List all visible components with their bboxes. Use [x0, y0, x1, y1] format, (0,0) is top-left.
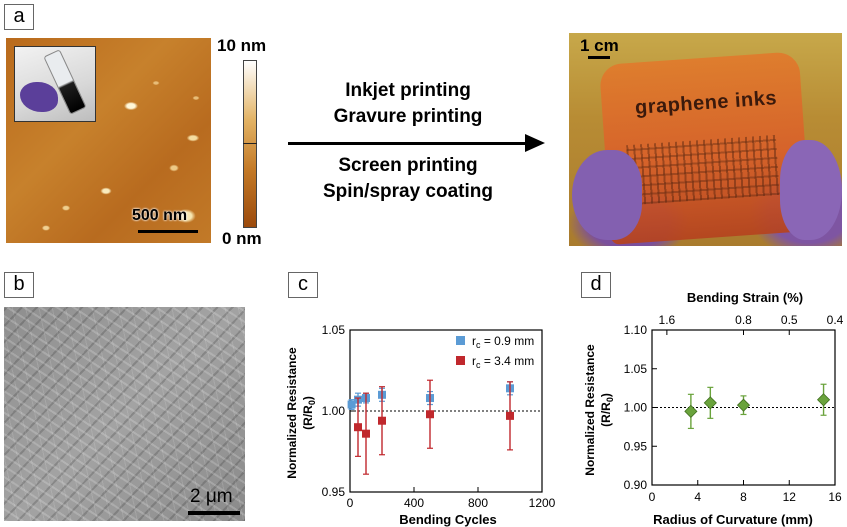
- chart-c-point: [506, 411, 514, 420]
- chart-d-x2tick-label: 0.8: [735, 313, 752, 327]
- chart-c-ylabel-sub: 0: [307, 400, 317, 405]
- chart-c-legend-sub: c: [476, 340, 481, 350]
- chart-c-xtick-label: 400: [404, 496, 424, 510]
- colorbar-bottom-label: 0 nm: [222, 229, 262, 248]
- bending-cycles-chart: Normalized Resistance (R/R0) 0 400 800 1200…: [285, 323, 556, 527]
- chart-d-point: [703, 396, 717, 410]
- chart-c-ylabel-line1: Normalized Resistance: [285, 347, 299, 479]
- process-arrow-line: [288, 142, 528, 145]
- afm-scale-bar: [138, 230, 198, 233]
- chart-c-legend-sub: c: [476, 360, 481, 370]
- method-spin-spray: Spin/spray coating: [323, 181, 493, 202]
- chart-d-ytick-label: 1.05: [624, 362, 648, 376]
- chart-d-xtick-label: 16: [828, 490, 842, 504]
- chart-d-xtick-label: 12: [783, 490, 797, 504]
- chart-d-plot-area: 0 4 8 12 16 1.6 0.8 0.5 0.4 0.90 0.95 1.00 1.05 1.10: [624, 313, 844, 504]
- chart-c-ylabel: Normalized Resistance (R/R0): [285, 347, 317, 479]
- sem-scale-bar: [188, 511, 240, 515]
- height-colorbar: [243, 60, 257, 228]
- chart-d-ylabel-line2: (R/R0): [599, 393, 615, 427]
- chart-d-xtick-label: 0: [649, 490, 656, 504]
- chart-d-ylabel-line1: Normalized Resistance: [583, 344, 597, 476]
- chart-d-ylabel: Normalized Resistance (R/R0): [583, 344, 615, 476]
- chart-c-xtick-label: 800: [468, 496, 488, 510]
- chart-c-ylabel-r: (R/R: [301, 405, 315, 430]
- chart-d-point: [736, 398, 751, 412]
- chart-d-point: [816, 393, 831, 407]
- chart-d-ytick-label: 1.10: [624, 323, 648, 337]
- chart-d-ytick-label: 0.95: [624, 439, 648, 453]
- chart-c-ytick-label: 1.00: [322, 404, 346, 418]
- chart-d-point: [684, 404, 698, 418]
- chart-c-xtick-label: 1200: [529, 496, 556, 510]
- chart-c-legend-r: r: [472, 334, 476, 348]
- colorbar-top-label: 10 nm: [217, 36, 267, 55]
- radius-of-curvature-chart: Bending Strain (%) Normalized Resistance…: [583, 290, 844, 527]
- chart-d-xtick-label: 4: [694, 490, 701, 504]
- method-screen: Screen printing: [338, 155, 478, 176]
- chart-c-legend-rest: = 0.9 mm: [481, 334, 535, 348]
- chart-d-ytick-label: 1.00: [624, 401, 648, 415]
- chart-c-legend-label: rc = 3.4 mm: [472, 354, 534, 370]
- chart-c-ytick-label: 0.95: [322, 485, 346, 499]
- method-inkjet: Inkjet printing: [345, 80, 471, 101]
- chart-d-x2tick-label: 0.4: [827, 313, 844, 327]
- chart-c-legend-r: r: [472, 354, 476, 368]
- chart-c-xlabel: Bending Cycles: [399, 512, 497, 527]
- chart-d-x2tick-label: 0.5: [781, 313, 798, 327]
- chart-c-point: [362, 429, 370, 438]
- printed-circuit-pattern: [626, 134, 780, 206]
- process-arrow-head: [525, 134, 545, 152]
- chart-c-legend-label: rc = 0.9 mm: [472, 334, 534, 350]
- panel-label-b: b: [4, 272, 34, 298]
- chart-d-ytick-label: 0.90: [624, 478, 648, 492]
- colorbar-midline: [243, 143, 257, 144]
- chart-c-legend-rest: = 3.4 mm: [481, 354, 535, 368]
- right-glove-image: [780, 140, 842, 240]
- chart-c-ylabel-line2: (R/R0): [301, 396, 317, 430]
- chart-d-ylabel-r: (R/R: [599, 402, 613, 427]
- chart-d-ylabel-end: ): [599, 393, 613, 397]
- chart-c-point: [378, 416, 386, 425]
- chart-c-legend-marker: [456, 336, 465, 345]
- chart-c-point: [347, 400, 356, 409]
- chart-c-ylabel-end: ): [301, 396, 315, 400]
- panel-label-c: c: [288, 272, 318, 298]
- panel-label-a: a: [4, 4, 34, 30]
- chart-c-point: [354, 423, 362, 432]
- chart-d-xtick-label: 8: [740, 490, 747, 504]
- chart-d-x2label: Bending Strain (%): [687, 290, 803, 305]
- sem-image: [4, 307, 245, 521]
- chart-c-ytick-label: 1.05: [322, 323, 346, 337]
- chart-c-point: [426, 410, 434, 419]
- left-glove-image: [572, 150, 642, 240]
- glove-hand-image: [20, 82, 58, 112]
- sem-scale-label: 2 μm: [190, 486, 233, 507]
- photo-scale-bar: [588, 56, 610, 59]
- panel-label-d: d: [581, 272, 611, 298]
- chart-d-ylabel-sub: 0: [605, 397, 615, 402]
- afm-scale-label: 500 nm: [132, 207, 188, 224]
- chart-c-xtick-label: 0: [347, 496, 354, 510]
- chart-c-legend-marker: [456, 356, 465, 365]
- method-gravure: Gravure printing: [333, 106, 483, 127]
- chart-d-x2tick-label: 1.6: [659, 313, 676, 327]
- chart-d-xlabel: Radius of Curvature (mm): [653, 512, 813, 527]
- photo-scale-label: 1 cm: [580, 36, 619, 55]
